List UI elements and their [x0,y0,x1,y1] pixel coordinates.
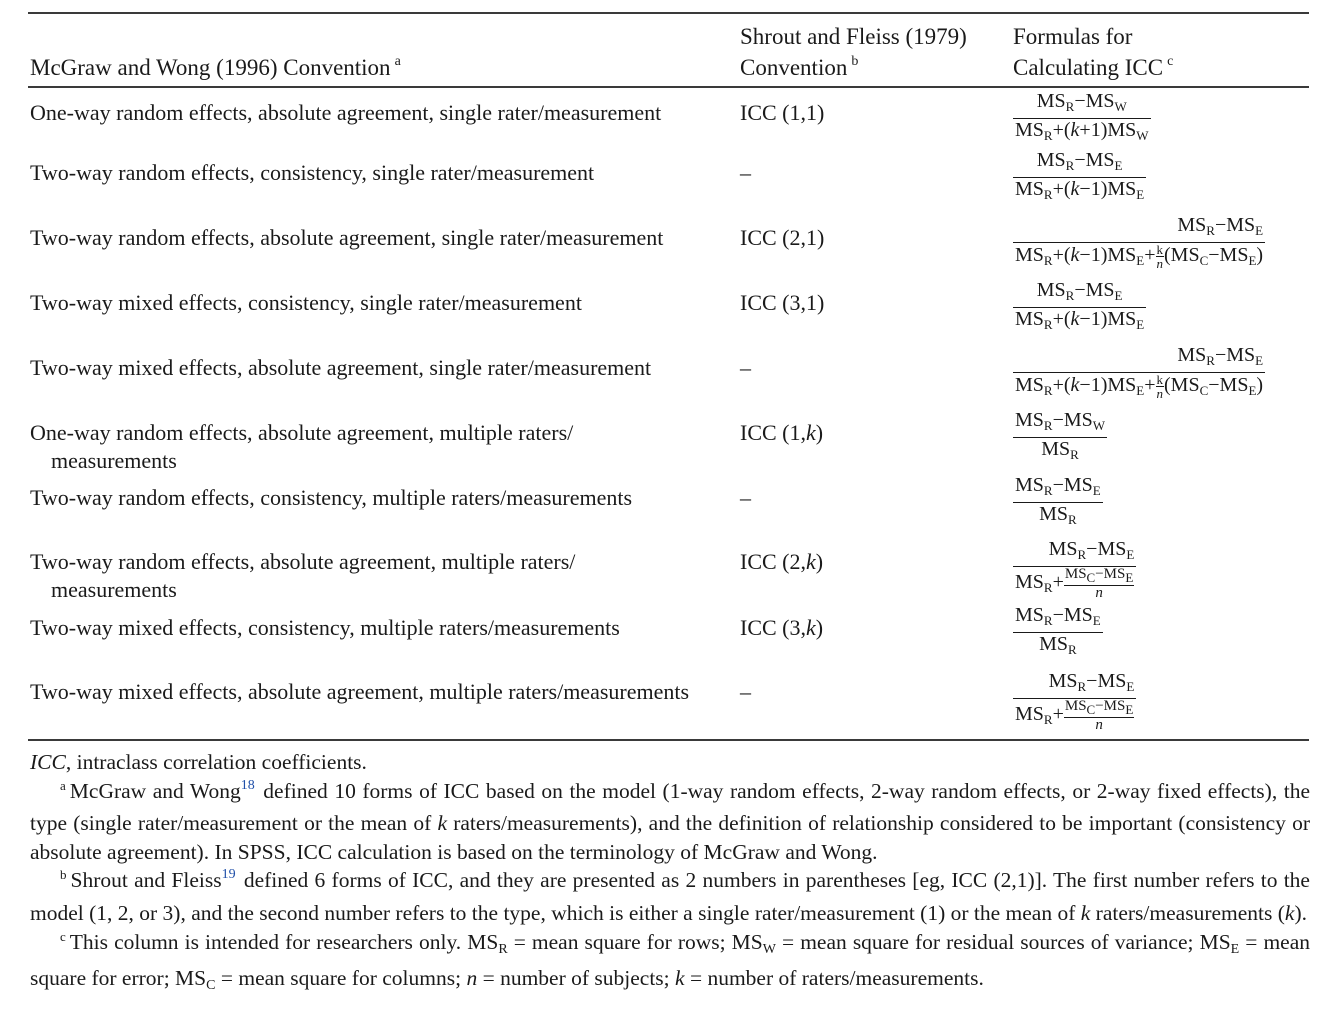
table-bottom-rule [28,739,1309,741]
header-sf-line2: Convention [740,55,848,80]
header-formulas-line1: Formulas for [1013,24,1133,49]
table-header-rule [28,86,1309,88]
shrout-fleiss-cell: ICC (1,k) [740,420,824,445]
formula-2way-mixed-absolute-single: MSR−MSE MSR+(k−1)MSE+ k n (MSC−MSE) [1013,344,1266,401]
reference-link-18[interactable]: 18 [240,777,255,793]
footnote-b: b Shrout and Fleiss19 defined 6 forms of … [30,867,1310,925]
formula-2way-mixed-absolute-multiple: MSR−MSE MSR+ MSC−MSE n [1013,670,1137,733]
formula-2way-random-consistency-multiple: MSR−MSE MSR [1013,474,1103,527]
shrout-fleiss-cell: ICC (3,k) [740,615,824,640]
formula-icc-1-1: MSR−MSW MSR+(k+1)MSW [1013,90,1151,143]
footnote-c: c This column is intended for researchers… [30,928,1311,994]
header-formulas: Formulas for Calculating ICC c [1013,21,1173,87]
header-sf-line1: Shrout and Fleiss (1979) [740,24,967,49]
header-shrout-fleiss: Shrout and Fleiss (1979) Convention b [740,21,967,87]
shrout-fleiss-cell: – [740,679,751,704]
mcgraw-wong-cell: Two-way random effects, absolute agreeme… [30,549,576,602]
header-note-a: a [394,54,401,69]
header-mcgraw-wong: McGraw and Wong (1996) Convention a [30,52,401,87]
mcgraw-wong-cell: One-way random effects, absolute agreeme… [30,420,574,473]
mcgraw-wong-cell: Two-way random effects, consistency, mul… [30,485,633,510]
formula-icc-3-k: MSR−MSE MSR [1013,604,1103,657]
mcgraw-wong-cell: Two-way mixed effects, absolute agreemen… [30,355,652,380]
mcgraw-wong-cell: Two-way mixed effects, consistency, sing… [30,290,582,315]
formula-2way-random-consistency-single: MSR−MSE MSR+(k−1)MSE [1013,149,1147,202]
reference-link-19[interactable]: 19 [221,867,236,883]
shrout-fleiss-cell: ICC (3,1) [740,290,825,315]
table-top-rule [28,12,1309,14]
formula-icc-2-k: MSR−MSE MSR+ MSC−MSE n [1013,538,1137,601]
shrout-fleiss-cell: ICC (1,1) [740,100,825,125]
shrout-fleiss-cell: ICC (2,1) [740,225,825,250]
formula-icc-2-1: MSR−MSE MSR+(k−1)MSE+ k n (MSC−MSE) [1013,214,1266,271]
mcgraw-wong-cell: One-way random effects, absolute agreeme… [30,100,662,125]
header-formulas-line2: Calculating ICC [1013,55,1164,80]
shrout-fleiss-cell: – [740,355,751,380]
footnote-abbreviation: ICC, intraclass correlation coefficients… [30,750,367,774]
header-note-c: c [1167,54,1174,69]
formula-icc-1-k: MSR−MSW MSR [1013,409,1108,462]
mcgraw-wong-cell: Two-way random effects, absolute agreeme… [30,225,664,250]
formula-icc-3-1: MSR−MSE MSR+(k−1)MSE [1013,279,1147,332]
mcgraw-wong-cell: Two-way mixed effects, consistency, mult… [30,615,620,640]
mcgraw-wong-cell: Two-way mixed effects, absolute agreemen… [30,679,690,704]
shrout-fleiss-cell: ICC (2,k) [740,549,824,574]
footnote-a: a McGraw and Wong18 defined 10 forms of I… [30,777,1311,864]
header-mcgraw-wong-text: McGraw and Wong (1996) Convention [30,55,391,80]
table-footnotes: ICC, intraclass correlation coefficients… [30,748,1310,1001]
shrout-fleiss-cell: – [740,485,751,510]
mcgraw-wong-cell: Two-way random effects, consistency, sin… [30,160,595,185]
shrout-fleiss-cell: – [740,160,751,185]
header-note-b: b [851,54,859,69]
